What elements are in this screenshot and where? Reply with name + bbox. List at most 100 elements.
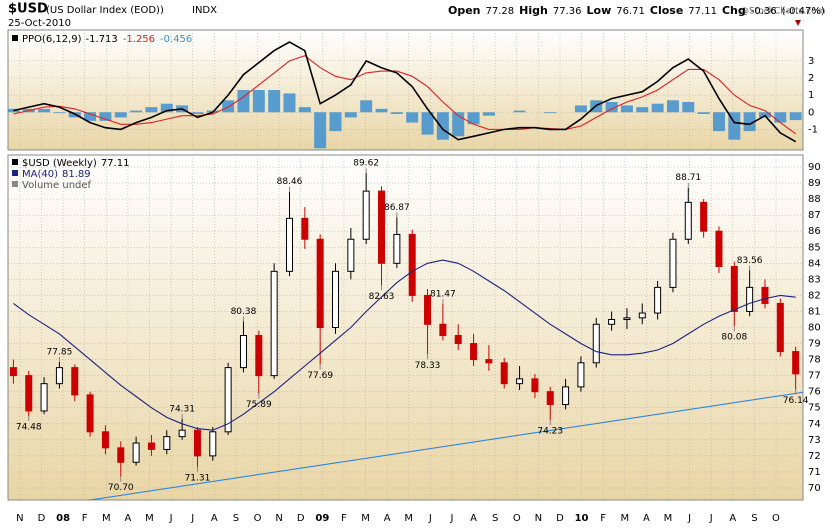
y-tick-label: 79	[808, 339, 821, 350]
candle-body	[546, 391, 554, 406]
histogram-bar	[789, 112, 802, 121]
histogram-bar	[743, 112, 756, 132]
candle-body	[25, 375, 33, 412]
legend-label: MA(40)	[22, 169, 58, 180]
x-tick-label: M	[145, 513, 154, 524]
annotation-label: 77.69	[307, 371, 333, 381]
x-tick-label: O	[254, 513, 262, 524]
quote-value: 76.71	[616, 6, 645, 17]
candle-body	[516, 378, 524, 385]
candle-body	[332, 270, 340, 329]
annotation-label: 78.33	[415, 361, 441, 371]
histogram-bar	[651, 103, 664, 113]
histogram-bar	[712, 112, 725, 132]
x-tick-label: S	[233, 513, 239, 524]
x-tick-label: M	[404, 513, 413, 524]
candle-body	[408, 233, 416, 296]
legend-label: $USD (Weekly)	[22, 158, 97, 169]
y-tick-label: 77	[808, 371, 821, 382]
x-tick-label: J	[687, 513, 691, 524]
symbol-name: (US Dollar Index (EOD))	[46, 5, 164, 16]
candle-body	[40, 383, 48, 412]
x-tick-label: N	[535, 513, 542, 524]
trendline	[86, 391, 803, 500]
x-tick-label: J	[709, 513, 713, 524]
x-tick-label: M	[664, 513, 673, 524]
x-tick-label: A	[729, 513, 736, 524]
x-tick-label: F	[600, 513, 606, 524]
y-tick-label: 83	[808, 274, 821, 285]
y-tick-label: 2	[808, 73, 814, 84]
symbol: $USD	[8, 2, 48, 17]
histogram-bar	[636, 107, 649, 113]
histogram-bar	[114, 112, 127, 118]
candle-body	[470, 343, 478, 361]
x-tick-label: M	[102, 513, 111, 524]
histogram-bar	[620, 105, 633, 113]
quote-label: Low	[587, 4, 612, 17]
histogram-bar	[544, 112, 557, 114]
x-tick-label: D	[556, 513, 564, 524]
histogram-bar	[283, 93, 296, 113]
candle-body	[101, 431, 109, 449]
histogram-bar	[467, 112, 480, 125]
histogram-bar	[160, 103, 173, 113]
date: 25-Oct-2010	[8, 18, 71, 29]
histogram-bar	[130, 110, 143, 113]
legend-value: 81.89	[62, 169, 91, 180]
candle-body	[638, 312, 646, 319]
legend-value: -1.256	[123, 34, 155, 45]
quote-value: 77.11	[688, 6, 717, 17]
x-tick-label: J	[190, 513, 194, 524]
annotation-label: 88.71	[675, 173, 701, 183]
quote-value: 77.36	[553, 6, 582, 17]
x-tick-label: S	[751, 513, 757, 524]
candle-body	[393, 233, 401, 264]
histogram-bar	[697, 112, 710, 114]
y-tick-label: 90	[808, 162, 821, 173]
candle-body	[86, 394, 94, 433]
annotation-label: 80.38	[231, 307, 257, 317]
ppo-line	[13, 41, 797, 143]
y-tick-label: 81	[808, 306, 821, 317]
x-tick-label: D	[297, 513, 305, 524]
histogram-bar	[268, 90, 281, 113]
candle-body	[316, 238, 324, 328]
candle-body	[132, 442, 140, 463]
annotation-label: 71.31	[185, 473, 211, 483]
candle-body	[715, 230, 723, 268]
histogram-bar	[574, 105, 587, 113]
x-tick-label: M	[361, 513, 370, 524]
quote-label: Close	[650, 4, 683, 17]
legend-value: 77.11	[101, 158, 130, 169]
candle-body	[193, 429, 201, 457]
histogram-bar	[375, 108, 388, 113]
quote-value: (-0.47%)	[782, 6, 825, 17]
candle-body	[500, 362, 508, 385]
signal-line	[13, 55, 797, 135]
histogram-bar	[329, 112, 342, 132]
quote-label: Open	[448, 4, 481, 17]
menu-arrow[interactable]	[795, 20, 801, 26]
histogram-bar	[145, 107, 158, 113]
x-tick-label: N	[275, 513, 282, 524]
x-tick-label: A	[470, 513, 477, 524]
legend-swatch	[12, 181, 18, 187]
exchange: INDX	[192, 5, 217, 16]
x-tick-label: 10	[575, 513, 589, 524]
candle-body	[669, 238, 677, 288]
candle-body	[454, 335, 462, 345]
annotation-label: 88.46	[277, 177, 303, 187]
histogram-bar	[314, 112, 327, 149]
histogram-bar	[53, 112, 66, 114]
histogram-bar	[237, 90, 250, 113]
candle-body	[209, 431, 217, 457]
quote-label: Chg	[722, 4, 746, 17]
candle-body	[700, 201, 708, 232]
watermark: @StockCharts.com	[740, 7, 825, 17]
annotation-label: 86.87	[384, 203, 410, 213]
histogram-bar	[38, 108, 51, 113]
x-tick-label: F	[341, 513, 347, 524]
x-tick-label: J	[449, 513, 453, 524]
y-tick-label: 1	[808, 90, 814, 101]
